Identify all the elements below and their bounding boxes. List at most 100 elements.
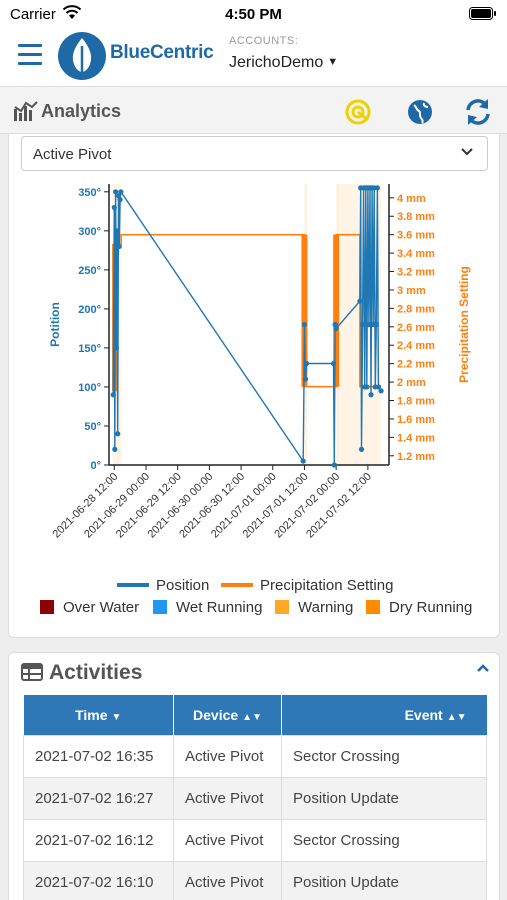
wifi-icon [62, 5, 82, 19]
position-point [301, 321, 308, 328]
position-point [330, 360, 337, 367]
bar-chart-icon [14, 101, 38, 121]
cell-time: 2021-07-02 16:27 [23, 776, 174, 820]
y-left-tick-label: 200° [78, 304, 101, 316]
position-point [359, 321, 366, 328]
sort-desc-icon: ▼ [111, 711, 122, 723]
y-right-tick-label: 3.8 mm [397, 211, 435, 223]
chevron-down-icon [461, 148, 473, 156]
legend-state-label: Warning [298, 599, 353, 616]
chevron-down-icon: ▼ [327, 56, 339, 68]
y-right-tick-label: 3.2 mm [397, 267, 435, 279]
table-header-row: Time ▼ Device ▲▼ Event ▲▼ [23, 695, 487, 735]
position-point [368, 392, 374, 398]
menu-icon[interactable] [18, 44, 42, 66]
table-row[interactable]: 2021-07-02 16:35 Active Pivot Sector Cro… [23, 734, 487, 778]
position-point [357, 298, 363, 304]
y-right-tick-label: 2.2 mm [397, 359, 435, 371]
globe-icon[interactable] [406, 98, 434, 126]
page-title: Analytics [41, 101, 122, 121]
cell-event: Position Update [281, 860, 487, 900]
account-name: JerichoDemo [229, 54, 324, 71]
cell-device: Active Pivot [173, 734, 282, 778]
cell-device: Active Pivot [173, 818, 282, 862]
position-point [116, 243, 122, 250]
legend-state-swatch [40, 600, 54, 614]
y-left-tick-label: 100° [78, 382, 101, 394]
pivot-target-icon[interactable] [344, 98, 372, 126]
position-point [373, 321, 379, 328]
accounts-label: ACCOUNTS: [229, 35, 299, 47]
logo-text: BlueCentric [110, 42, 214, 63]
refresh-icon[interactable] [464, 98, 492, 126]
legend-state-label: Dry Running [389, 599, 472, 616]
cell-event: Sector Crossing [281, 818, 487, 862]
y-right-tick-label: 2 mm [397, 377, 426, 389]
y-left-tick-label: 250° [78, 265, 101, 277]
sort-icon: ▲▼ [446, 711, 467, 723]
position-point [366, 321, 372, 328]
position-point [375, 384, 382, 390]
position-point [111, 204, 117, 211]
legend-state-swatch [153, 600, 167, 614]
activities-card: Activities Time ▼ Device ▲▼ Event ▲▼ 2021-0… [8, 652, 500, 900]
cell-time: 2021-07-02 16:12 [23, 818, 174, 862]
table-row[interactable]: 2021-07-02 16:10 Active Pivot Position U… [23, 860, 487, 900]
y-right-tick-label: 3 mm [397, 285, 426, 297]
position-point [115, 193, 122, 199]
table-row[interactable]: 2021-07-02 16:27 Active Pivot Position U… [23, 776, 487, 820]
legend-state-label: Over Water [63, 599, 139, 616]
y-right-tick-label: 2.8 mm [397, 303, 435, 315]
legend-state-label: Wet Running [176, 599, 262, 616]
clock: 4:50 PM [225, 6, 282, 23]
y-left-tick-label: 50° [84, 421, 101, 433]
position-point [115, 431, 121, 437]
y-right-tick-label: 1.6 mm [397, 414, 435, 426]
y-left-tick-label: 150° [78, 343, 101, 355]
sort-icon: ▲▼ [242, 711, 262, 723]
carrier-label: Carrier [10, 6, 56, 23]
position-point [113, 345, 119, 351]
activities-title: Activities [49, 661, 143, 684]
column-time[interactable]: Time ▼ [23, 695, 174, 735]
position-point [332, 321, 338, 328]
y-right-tick-label: 1.4 mm [397, 432, 435, 444]
y-left-tick-label: 350° [78, 187, 101, 199]
chevron-up-icon[interactable] [477, 663, 489, 673]
column-device[interactable]: Device ▲▼ [173, 695, 282, 735]
bluecentric-logo [58, 32, 106, 80]
account-selector[interactable]: JerichoDemo ▼ [229, 54, 338, 72]
cell-event: Position Update [281, 776, 487, 820]
cell-device: Active Pivot [173, 860, 282, 900]
activities-table: Time ▼ Device ▲▼ Event ▲▼ 2021-07-02 16:35 … [23, 695, 487, 900]
legend-precipitation-label: Precipitation Setting [260, 577, 393, 594]
table-row[interactable]: 2021-07-02 16:12 Active Pivot Sector Cro… [23, 818, 487, 862]
legend-state-swatch [366, 600, 380, 614]
device-select[interactable]: Active Pivot [21, 136, 488, 171]
y-axis-left-title: Potition [48, 302, 62, 347]
analytics-chart-card: Active Pivot 0° 50° 100° 150° 200° 250° 300° 35… [8, 134, 500, 638]
position-precipitation-chart: 0° 50° 100° 150° 200° 250° 300° 350° 1.2 mm 1.4 m… [40, 184, 472, 616]
analytics-toolbar: Analytics [0, 86, 507, 134]
y-axis-right-title: Precipitation Setting [457, 266, 471, 383]
position-point [117, 197, 123, 203]
cell-event: Sector Crossing [281, 734, 487, 778]
position-point [302, 376, 309, 382]
position-point [364, 384, 370, 390]
position-point [331, 462, 337, 468]
position-point [118, 189, 124, 195]
y-left-tick-label: 300° [78, 226, 101, 238]
table-icon [21, 663, 43, 681]
y-right-tick-label: 4 mm [397, 193, 426, 205]
y-right-tick-label: 1.2 mm [397, 451, 435, 463]
legend-state-swatch [275, 600, 289, 614]
y-right-tick-label: 3.6 mm [397, 230, 435, 242]
column-event[interactable]: Event ▲▼ [281, 695, 487, 735]
y-right-tick-label: 2.4 mm [397, 340, 435, 352]
legend-position-label: Position [156, 577, 209, 594]
app-header: BlueCentric ACCOUNTS: JerichoDemo ▼ [0, 28, 507, 86]
cell-time: 2021-07-02 16:35 [23, 734, 174, 778]
device-select-value: Active Pivot [33, 146, 112, 163]
cell-device: Active Pivot [173, 776, 282, 820]
cell-time: 2021-07-02 16:10 [23, 860, 174, 900]
